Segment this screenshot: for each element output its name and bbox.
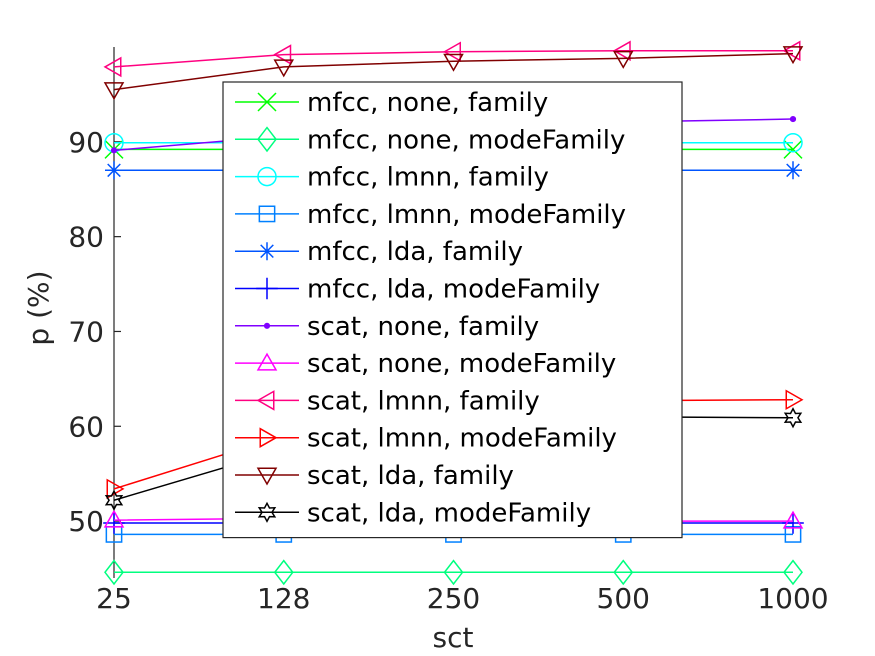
series-8: [103, 40, 801, 78]
marker-dot: [263, 322, 271, 329]
marker-diamond: [783, 559, 803, 586]
marker-triangle-left: [103, 56, 122, 78]
series-1: [104, 559, 803, 586]
legend-box: [222, 81, 683, 539]
marker-diamond: [443, 559, 464, 586]
marker-triangle-down: [782, 46, 804, 65]
y-tick-label: 60: [68, 410, 104, 443]
legend-entry: scat, lmnn, modeFamily: [235, 424, 617, 454]
series-10: [103, 46, 804, 101]
marker-asterisk: [784, 161, 802, 180]
legend-label: scat, lda, modeFamily: [307, 498, 591, 528]
legend-entry: mfcc, lda, modeFamily: [235, 275, 600, 305]
legend-label: scat, lmnn, family: [307, 386, 540, 416]
y-axis-label: p (%): [22, 270, 55, 345]
axes: 50 60 70 80 90 25 128 250 500 1000: [68, 47, 829, 615]
marker-diamond: [613, 559, 634, 586]
legend-entry: mfcc, none, modeFamily: [235, 125, 625, 155]
legend-entry: scat, none, modeFamily: [235, 349, 616, 379]
legend-label: mfcc, lmnn, family: [307, 163, 549, 193]
legend-entry: mfcc, lmnn, modeFamily: [235, 200, 626, 230]
legend-label: mfcc, lda, modeFamily: [307, 275, 600, 305]
legend-label: scat, none, family: [307, 312, 539, 342]
marker-triangle-down: [273, 59, 295, 78]
marker-triangle-left: [612, 40, 631, 62]
marker-triangle-right: [785, 389, 804, 411]
y-tick-label: 50: [68, 505, 104, 538]
marker-triangle-down: [256, 467, 278, 486]
marker-circle: [783, 133, 803, 153]
marker-square: [258, 205, 276, 223]
marker-diamond: [257, 126, 277, 153]
marker-diamond: [273, 559, 294, 586]
marker-triangle-down: [103, 82, 125, 101]
legend-label: mfcc, lmnn, modeFamily: [307, 200, 626, 230]
legend-label: scat, lmnn, modeFamily: [307, 424, 617, 454]
legend-label: mfcc, none, family: [307, 88, 548, 118]
marker-triangle-left: [273, 44, 292, 65]
legend-entry: mfcc, lda, family: [235, 237, 523, 267]
marker-triangle-down: [443, 53, 464, 72]
legend-entry: scat, none, family: [235, 312, 539, 342]
legend: mfcc, none, family mfcc, none, modeFamily…: [222, 81, 683, 539]
marker-hexagram: [104, 489, 124, 511]
marker-triangle-up: [782, 510, 804, 529]
marker-diamond: [104, 559, 124, 586]
legend-entry: mfcc, lmnn, family: [235, 163, 549, 193]
legend-entry: mfcc, none, family: [235, 88, 548, 118]
marker-triangle-up: [103, 509, 125, 528]
legend-entry: scat, lmnn, family: [235, 386, 540, 416]
legend-entry: scat, lda, family: [235, 461, 514, 491]
legend-label: mfcc, none, modeFamily: [307, 125, 625, 155]
marker-dot: [110, 147, 118, 154]
series-line: [113, 52, 794, 91]
marker-triangle-up: [256, 352, 278, 371]
marker-triangle-right: [259, 427, 278, 448]
marker-triangle-left: [442, 41, 461, 63]
marker-triangle-left: [256, 390, 275, 411]
marker-dot: [789, 115, 797, 123]
marker-plus: [782, 512, 804, 534]
series-line: [113, 50, 793, 68]
marker-hexagram: [257, 501, 277, 523]
marker-hexagram: [783, 407, 803, 429]
x-tick-label: 25: [96, 582, 132, 615]
y-tick-label: 80: [68, 221, 104, 254]
x-axis-label: sct: [433, 621, 474, 654]
y-tick-label: 90: [68, 126, 104, 159]
marker-x: [257, 92, 277, 112]
marker-asterisk: [105, 161, 123, 180]
legend-label: mfcc, lda, family: [307, 237, 523, 267]
x-tick-label: 250: [427, 582, 480, 615]
x-tick-label: 128: [257, 582, 310, 615]
x-tick-label: 1000: [757, 582, 828, 615]
y-tick-label: 70: [68, 315, 104, 348]
legend-label: scat, none, modeFamily: [307, 349, 616, 379]
marker-plus: [256, 277, 278, 300]
x-tick-label: 500: [597, 582, 650, 615]
marker-asterisk: [258, 242, 276, 261]
legend-label: scat, lda, family: [307, 461, 514, 491]
marker-triangle-down: [612, 50, 634, 69]
legend-entry: scat, lda, modeFamily: [235, 498, 591, 528]
marker-circle: [257, 166, 277, 187]
